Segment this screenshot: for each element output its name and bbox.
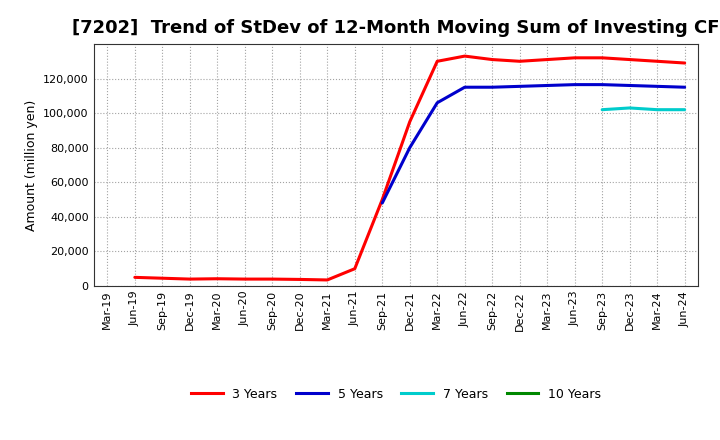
Line: 7 Years: 7 Years [602, 108, 685, 110]
3 Years [130, 275, 139, 280]
3 Years [186, 276, 194, 282]
3 Years [680, 60, 689, 66]
3 Years [433, 59, 441, 64]
3 Years [626, 57, 634, 62]
5 Years [680, 84, 689, 90]
3 Years [213, 276, 222, 282]
7 Years [598, 107, 606, 112]
5 Years [626, 83, 634, 88]
5 Years [543, 83, 552, 88]
5 Years [378, 200, 387, 205]
7 Years [626, 105, 634, 110]
3 Years [516, 59, 524, 64]
Line: 5 Years: 5 Years [382, 84, 685, 203]
3 Years [460, 53, 469, 59]
5 Years [570, 82, 579, 87]
5 Years [405, 145, 414, 150]
3 Years [598, 55, 606, 60]
3 Years [653, 59, 662, 64]
5 Years [460, 84, 469, 90]
5 Years [598, 82, 606, 87]
3 Years [323, 277, 332, 282]
3 Years [295, 277, 304, 282]
3 Years [351, 266, 359, 271]
3 Years [378, 197, 387, 202]
Line: 3 Years: 3 Years [135, 56, 685, 280]
Title: [7202]  Trend of StDev of 12-Month Moving Sum of Investing CF: [7202] Trend of StDev of 12-Month Moving… [72, 19, 720, 37]
3 Years [488, 57, 497, 62]
5 Years [653, 84, 662, 89]
Legend: 3 Years, 5 Years, 7 Years, 10 Years: 3 Years, 5 Years, 7 Years, 10 Years [186, 383, 606, 406]
3 Years [405, 119, 414, 125]
Y-axis label: Amount (million yen): Amount (million yen) [24, 99, 37, 231]
3 Years [570, 55, 579, 60]
7 Years [653, 107, 662, 112]
5 Years [433, 100, 441, 106]
7 Years [680, 107, 689, 112]
3 Years [240, 276, 249, 282]
5 Years [516, 84, 524, 89]
3 Years [543, 57, 552, 62]
5 Years [488, 84, 497, 90]
3 Years [268, 276, 276, 282]
3 Years [158, 275, 166, 281]
